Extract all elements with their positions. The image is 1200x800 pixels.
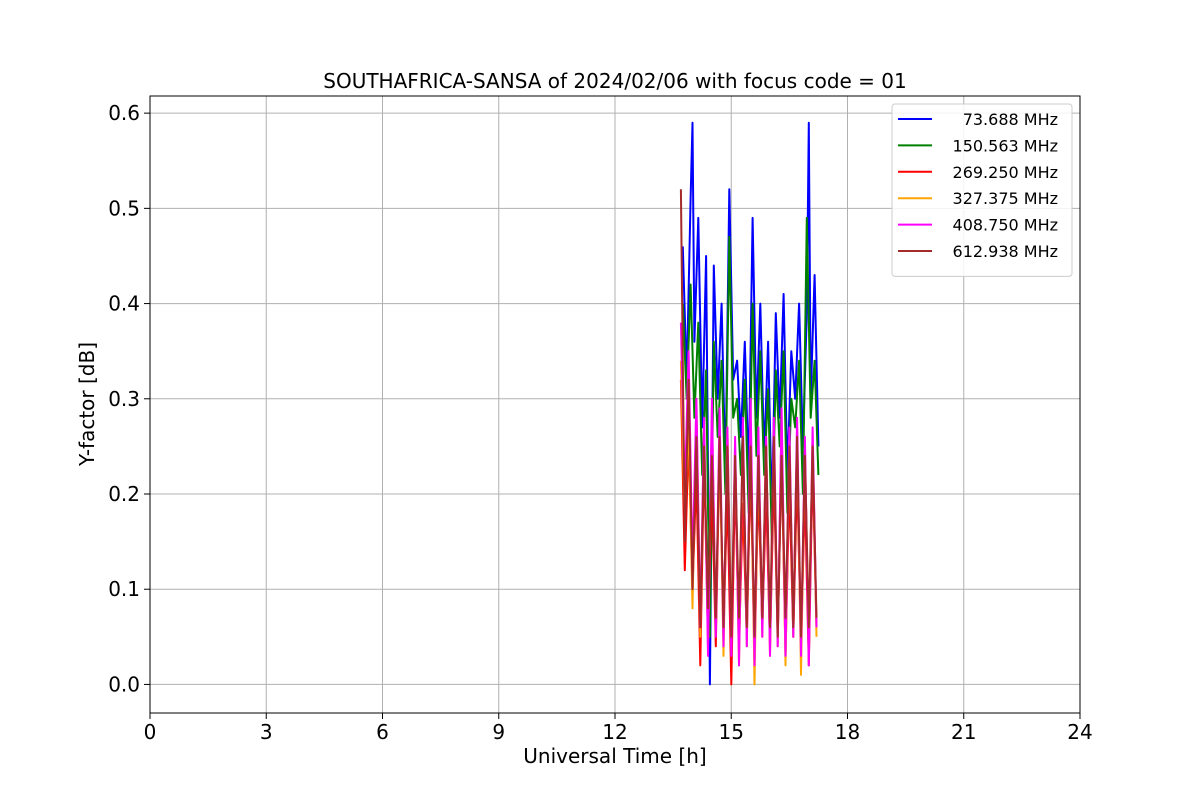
legend-label: 150.563 MHz xyxy=(953,136,1058,155)
x-axis: 0 3 6 9 12 15 18 21 24 xyxy=(144,713,1093,744)
y-axis-label: Y-factor [dB] xyxy=(75,342,99,467)
legend-label: 612.938 MHz xyxy=(953,242,1058,261)
y-tick-label: 0.3 xyxy=(108,387,140,411)
legend-label: 73.688 MHz xyxy=(963,110,1058,129)
legend-label: 408.750 MHz xyxy=(953,216,1058,235)
legend: 73.688 MHz 150.563 MHz 269.250 MHz 327.375 … xyxy=(891,103,1073,277)
x-tick-label: 15 xyxy=(719,720,744,744)
legend-box xyxy=(891,103,1073,277)
series-layer xyxy=(679,121,820,686)
x-tick-label: 0 xyxy=(144,720,157,744)
x-tick-label: 6 xyxy=(376,720,389,744)
x-tick-label: 21 xyxy=(951,720,976,744)
y-tick-label: 0.5 xyxy=(108,196,140,220)
y-tick-label: 0.0 xyxy=(108,672,140,696)
x-tick-label: 12 xyxy=(602,720,627,744)
series-line-73-688-mhz xyxy=(681,121,820,686)
y-tick-label: 0.6 xyxy=(108,101,140,125)
x-tick-label: 24 xyxy=(1067,720,1092,744)
legend-label: 269.250 MHz xyxy=(953,163,1058,182)
y-axis: 0.0 0.1 0.2 0.3 0.4 0.5 0.6 xyxy=(108,101,150,696)
x-tick-label: 3 xyxy=(260,720,273,744)
x-tick-label: 18 xyxy=(835,720,860,744)
y-tick-label: 0.1 xyxy=(108,577,140,601)
chart-title: SOUTHAFRICA-SANSA of 2024/02/06 with foc… xyxy=(323,69,907,93)
x-tick-label: 9 xyxy=(492,720,505,744)
y-tick-label: 0.2 xyxy=(108,482,140,506)
series-line-612-938-mhz xyxy=(679,189,818,638)
legend-label: 327.375 MHz xyxy=(953,189,1058,208)
y-tick-label: 0.4 xyxy=(108,292,140,316)
x-axis-label: Universal Time [h] xyxy=(523,744,706,768)
